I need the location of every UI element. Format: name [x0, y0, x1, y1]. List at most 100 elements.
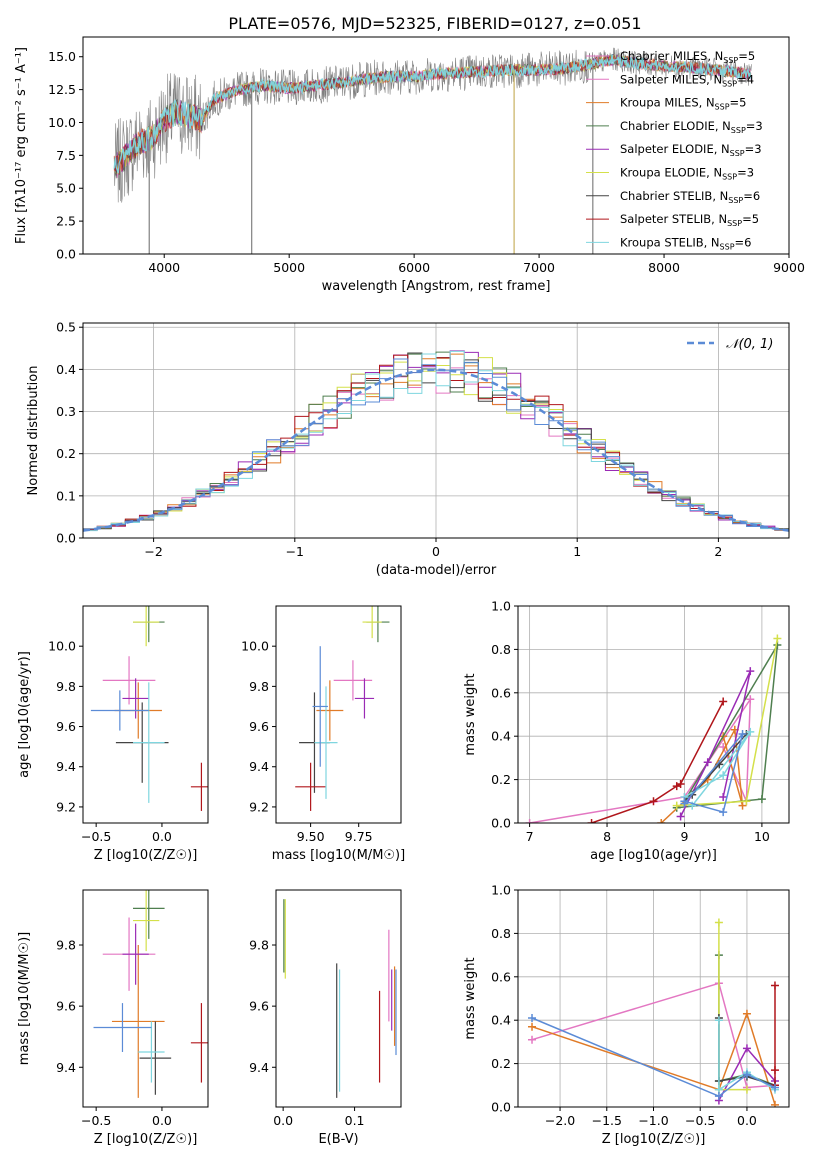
spectrum-ylabel: Flux [fλ10⁻¹⁷ erg cm⁻² s⁻¹ A⁻¹] [14, 47, 29, 244]
weight_vs_Z-marker-8 [770, 1083, 779, 1092]
weight_vs_age-marker-3 [719, 792, 728, 801]
weight_vs_Z-xtick-label: −2.0 [545, 1113, 575, 1128]
spectrum-xtick-label: 5000 [273, 260, 305, 275]
weight_vs_age-marker-6 [649, 797, 658, 806]
weight_vs_age-marker-2 [757, 795, 766, 804]
mass_vs_ebv-frame [275, 889, 402, 1108]
weight_vs_age-series-7 [684, 731, 751, 807]
mass_vs_Z-plot-area [93, 890, 208, 1098]
age_vs_Z-ytick-label: 10.0 [48, 639, 76, 654]
weight_vs_age-series-3 [679, 670, 752, 817]
residuals-ytick-label: 0.0 [56, 531, 76, 546]
age_vs_Z-xtick-label: 0.0 [152, 829, 172, 844]
weight_vs_Z-marker-8 [714, 1092, 723, 1101]
mass_vs_ebv-panel: 0.0 0.1 9.4 9.6 9.8 [249, 889, 402, 1128]
residuals-xtick-label: −2 [144, 544, 162, 559]
residuals-ylabel: Normed distribution [26, 366, 41, 496]
weight_vs_Z-series-0 [531, 982, 776, 1089]
charts-root: 4000 5000 6000 7000 8000 90000.02.55.07.510.0… [14, 36, 805, 1147]
weight_vs_age-marker-0 [746, 695, 755, 704]
weight_vs_Z-marker-8 [742, 1070, 751, 1079]
weight_vs_age-marker-4 [773, 634, 782, 643]
mass_vs_Z-ytick-label: 9.8 [56, 938, 76, 953]
mass_vs_Z-frame [82, 889, 209, 1108]
residuals-xtick-label: −1 [286, 544, 304, 559]
weight_vs_age-marker-4 [672, 801, 681, 810]
weight_vs_Z-marker-0 [528, 1035, 537, 1044]
weight_vs_Z-xtick-label: −1.0 [638, 1113, 668, 1128]
normal-legend-label: 𝒩(0, 1) [726, 337, 773, 352]
mass_vs_Z-xtick-label: 0.0 [152, 1113, 172, 1128]
weight_vs_age-marker-8 [738, 730, 747, 739]
mass_vs_Z-xtick-label: −0.5 [81, 1113, 111, 1128]
weight_vs_age-xtick-label: 7 [526, 829, 534, 844]
weight_vs_age-marker-3 [676, 812, 685, 821]
weight_vs_Z-ylabel: mass weight [463, 957, 478, 1039]
age_vs_Z-plot-area [90, 606, 208, 811]
weight_vs_Z-ytick-label: 0.2 [491, 1056, 511, 1071]
weight_vs_Z-xtick-label: 0.0 [737, 1113, 757, 1128]
weight_vs_age-xtick-label: 9 [680, 829, 688, 844]
weight_vs_Z-marker-1 [528, 1022, 537, 1031]
residuals-plot-area [83, 350, 789, 532]
weight_vs_Z-marker-3 [742, 1044, 751, 1053]
weight_vs_age-frame [517, 605, 790, 824]
weight_vs_Z-marker-7 [714, 1016, 723, 1025]
weight_vs_age-ytick-label: 1.0 [491, 599, 511, 614]
weight_vs_age-ytick-label: 0.8 [491, 642, 511, 657]
spectrum-legend: Chabrier MILES, NSSP=5 Salpeter MILES, NS… [586, 49, 763, 251]
spectrum-model-line-8 [113, 54, 752, 174]
mass_vs_ebv-plot-area [283, 899, 397, 1098]
residuals-ytick-label: 0.5 [56, 320, 76, 335]
age_vs_mass-ytick-label: 9.6 [249, 719, 269, 734]
weight_vs_Z-panel: −2.0 −1.5 −1.0 −0.5 0.0 0.0 0.2 0.4 0.6 0.8 1.0 [491, 883, 790, 1128]
weight_vs_Z-marker-1 [742, 1009, 751, 1018]
residuals-ytick-label: 0.2 [56, 446, 76, 461]
spectrum-xtick-label: 7000 [523, 260, 555, 275]
weight_vs_age-marker-1 [738, 801, 747, 810]
age_vs_Z-ytick-label: 9.2 [56, 799, 76, 814]
mass_vs_Z-ytick-label: 9.6 [56, 999, 76, 1014]
mass_vs_Z-ylabel: mass [log10(M/M☉)] [17, 932, 32, 1065]
spectrum-xtick-label: 9000 [773, 260, 805, 275]
legend-label-1: Salpeter MILES, NSSP=4 [620, 72, 754, 88]
spectrum-frame [82, 36, 790, 255]
mass_vs_Z-xlabel: Z [log10(Z/Z☉)] [94, 1132, 198, 1147]
weight_vs_Z-marker-4 [714, 918, 723, 927]
weight_vs_Z-xlabel: Z [log10(Z/Z☉)] [602, 1132, 706, 1147]
weight_vs_age-ytick-label: 0.4 [491, 729, 511, 744]
spectrum-ytick-label: 5.0 [56, 181, 76, 196]
spectrum-xtick-label: 6000 [398, 260, 430, 275]
residuals-ytick-label: 0.4 [56, 362, 76, 377]
mass_vs_ebv-ytick-label: 9.6 [249, 999, 269, 1014]
weight_vs_age-marker-6 [719, 697, 728, 706]
age_vs_Z-panel: −0.5 0.0 9.2 9.4 9.6 9.8 10.0 [48, 605, 209, 844]
weight_vs_Z-xtick-label: −0.5 [685, 1113, 715, 1128]
age_vs_mass-xtick-label: 9.75 [345, 829, 373, 844]
legend-label-0: Chabrier MILES, NSSP=5 [620, 49, 755, 65]
mass_vs_ebv-ytick-label: 9.4 [249, 1060, 269, 1075]
weight_vs_Z-marker-8 [528, 1014, 537, 1023]
weight_vs_Z-series-4 [718, 922, 747, 1091]
residuals-xtick-label: 2 [714, 544, 722, 559]
age_vs_Z-ytick-label: 9.4 [56, 759, 76, 774]
age_vs_Z-xlabel: Z [log10(Z/Z☉)] [94, 848, 198, 863]
mass_vs_Z-panel: −0.5 0.0 9.4 9.6 9.8 [56, 889, 209, 1128]
weight_vs_Z-marker-6 [770, 981, 779, 990]
residuals-panel: −2 −1 0 1 2 0.0 0.1 0.2 0.3 0.4 0.5 [56, 320, 790, 559]
residuals-ytick-label: 0.3 [56, 404, 76, 419]
age_vs_Z-frame [82, 605, 209, 824]
weight_vs_Z-ytick-label: 0.4 [491, 1013, 511, 1028]
figure-title: PLATE=0576, MJD=52325, FIBERID=0127, z=0… [228, 14, 641, 33]
weight_vs_Z-ytick-label: 0.8 [491, 926, 511, 941]
spectrum-xtick-label: 8000 [648, 260, 680, 275]
weight_vs_age-marker-7 [719, 771, 728, 780]
residuals-xtick-label: 1 [573, 544, 581, 559]
legend-label-6: Chabrier STELIB, NSSP=6 [620, 189, 760, 205]
spectrum-plot-area [113, 47, 752, 254]
age_vs_Z-ytick-label: 9.8 [56, 679, 76, 694]
legend-label-7: Salpeter STELIB, NSSP=5 [620, 212, 759, 228]
weight_vs_Z-series-8 [531, 1017, 776, 1098]
age_vs_mass-ytick-label: 9.2 [249, 799, 269, 814]
